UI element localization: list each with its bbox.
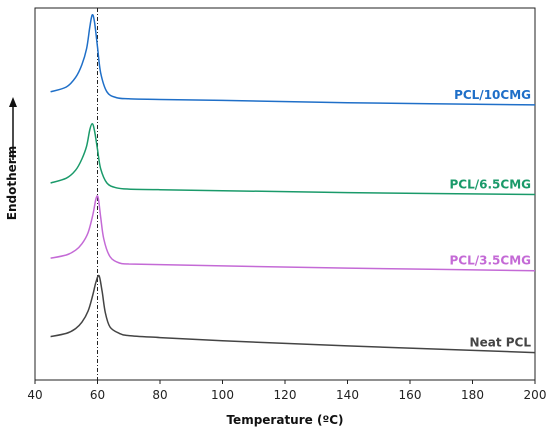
series-line	[50, 274, 536, 354]
series-label: PCL/10CMG	[454, 88, 531, 102]
x-tick-label: 40	[27, 388, 42, 402]
series-label: PCL/3.5CMG	[450, 254, 532, 268]
x-tick-label: 80	[152, 388, 167, 402]
x-tick-label: 160	[399, 388, 422, 402]
x-axis-title: Temperature (ºC)	[226, 413, 343, 427]
x-tick-label: 100	[211, 388, 234, 402]
series-layer: PCL/10CMG PCL/6.5CMG PCL/3.5CMG Neat PCL	[50, 13, 536, 354]
up-arrow-icon	[9, 97, 17, 160]
series-line	[50, 13, 536, 106]
x-tick-label: 200	[524, 388, 547, 402]
x-ticks: 40 60 80 100 120 140 160 180 200	[27, 380, 546, 402]
x-tick-label: 120	[274, 388, 297, 402]
y-axis-title: Endotherm	[5, 146, 19, 220]
x-tick-label: 60	[90, 388, 105, 402]
series-label: Neat PCL	[470, 336, 532, 350]
x-tick-label: 180	[461, 388, 484, 402]
x-tick-label: 140	[336, 388, 359, 402]
series-label: PCL/6.5CMG	[450, 178, 532, 192]
series-line	[50, 123, 536, 196]
series-line	[50, 195, 536, 272]
